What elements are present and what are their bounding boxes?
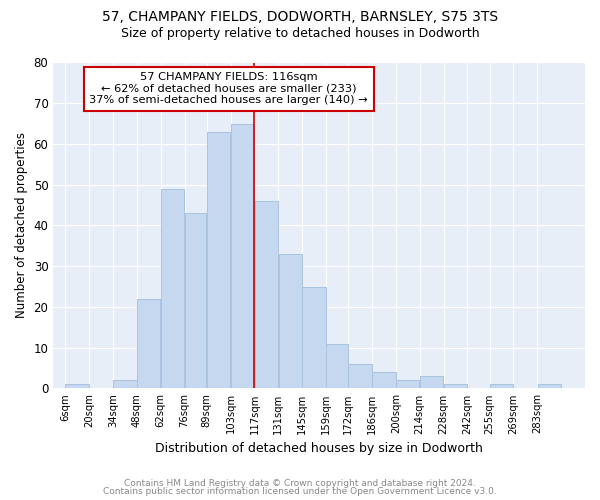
Bar	[372, 372, 395, 388]
Bar	[185, 213, 206, 388]
Bar	[254, 201, 278, 388]
Text: 57, CHAMPANY FIELDS, DODWORTH, BARNSLEY, S75 3TS: 57, CHAMPANY FIELDS, DODWORTH, BARNSLEY,…	[102, 10, 498, 24]
Bar	[396, 380, 419, 388]
Bar	[326, 344, 348, 388]
Bar	[302, 286, 326, 388]
Bar	[349, 364, 372, 388]
Bar	[490, 384, 513, 388]
Bar	[113, 380, 137, 388]
Bar	[231, 124, 254, 388]
Bar	[538, 384, 561, 388]
Bar	[278, 254, 302, 388]
Text: 57 CHAMPANY FIELDS: 116sqm
← 62% of detached houses are smaller (233)
37% of sem: 57 CHAMPANY FIELDS: 116sqm ← 62% of deta…	[89, 72, 368, 106]
Y-axis label: Number of detached properties: Number of detached properties	[15, 132, 28, 318]
Bar	[137, 299, 160, 388]
Text: Contains HM Land Registry data © Crown copyright and database right 2024.: Contains HM Land Registry data © Crown c…	[124, 478, 476, 488]
Bar	[444, 384, 467, 388]
X-axis label: Distribution of detached houses by size in Dodworth: Distribution of detached houses by size …	[155, 442, 483, 455]
Bar	[207, 132, 230, 388]
Bar	[420, 376, 443, 388]
Text: Size of property relative to detached houses in Dodworth: Size of property relative to detached ho…	[121, 28, 479, 40]
Text: Contains public sector information licensed under the Open Government Licence v3: Contains public sector information licen…	[103, 487, 497, 496]
Bar	[65, 384, 89, 388]
Bar	[161, 189, 184, 388]
